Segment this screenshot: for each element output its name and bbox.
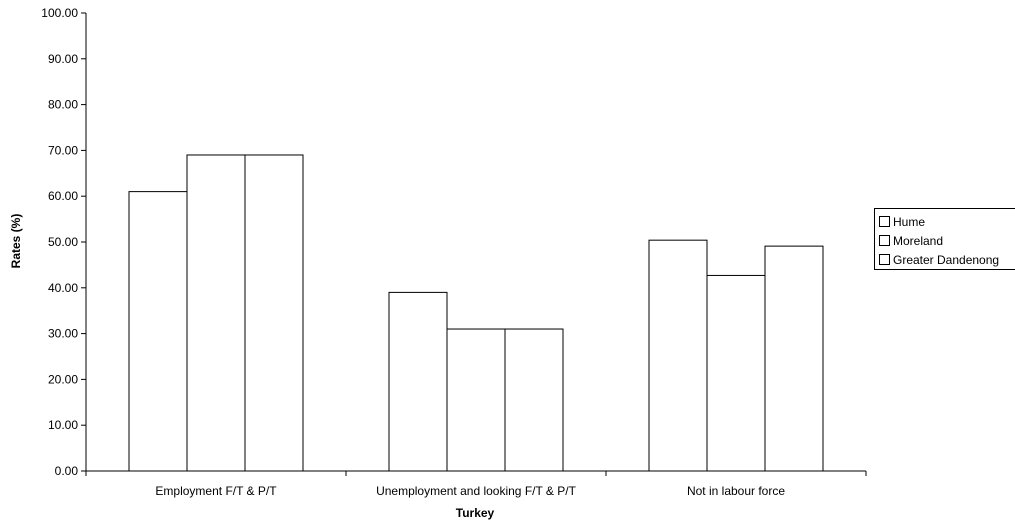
bar-hume [648, 239, 708, 472]
y-tick-label: 30.00 [48, 327, 78, 341]
y-tick-label: 0.00 [55, 464, 79, 478]
legend-item-moreland: Moreland [879, 231, 1015, 250]
legend-item-greater-dandenong: Greater Dandenong [879, 250, 1015, 269]
y-tick-label: 20.00 [48, 372, 78, 386]
legend-swatch [879, 216, 890, 227]
y-tick-label: 100.00 [41, 6, 78, 20]
bar-moreland [186, 154, 246, 472]
legend: Hume Moreland Greater Dandenong [874, 208, 1015, 270]
y-tick-label: 40.00 [48, 281, 78, 295]
x-tick-label: Unemployment and looking F/T & P/T [376, 484, 577, 498]
bar-greater-dandenong [504, 328, 564, 472]
legend-label: Greater Dandenong [893, 252, 1000, 267]
bar-hume [128, 191, 188, 472]
y-tick-label: 70.00 [48, 143, 78, 157]
x-tick-label: Not in labour force [687, 484, 785, 498]
bar-hume [388, 291, 448, 472]
y-tick-label: 80.00 [48, 98, 78, 112]
y-tick-label: 90.00 [48, 52, 78, 66]
y-tick-label: 50.00 [48, 235, 78, 249]
x-tick-label: Employment F/T & P/T [155, 484, 277, 498]
legend-label: Moreland [893, 233, 944, 248]
bar-moreland [446, 328, 506, 472]
bar-greater-dandenong [764, 245, 824, 472]
legend-swatch [879, 254, 890, 265]
legend-label: Hume [893, 214, 926, 229]
y-tick-label: 10.00 [48, 418, 78, 432]
bar-greater-dandenong [244, 154, 304, 472]
bar-moreland [706, 274, 766, 472]
legend-item-hume: Hume [879, 212, 1015, 231]
y-tick-label: 60.00 [48, 189, 78, 203]
y-axis-label: Rates (%) [9, 214, 23, 269]
legend-swatch [879, 235, 890, 246]
x-axis-label: Turkey [456, 506, 495, 520]
